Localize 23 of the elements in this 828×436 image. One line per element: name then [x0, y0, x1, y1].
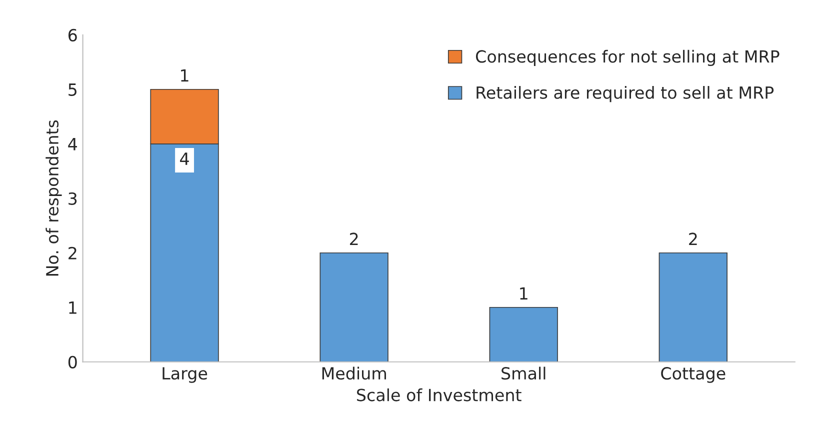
- legend-label: Consequences for not selling at MRP: [476, 50, 780, 66]
- y-tick-label: 1: [69, 302, 76, 314]
- y-tick-label: 3: [68, 192, 77, 205]
- data-label: 2: [689, 232, 697, 246]
- legend-label: Retailers are required to sell at MRP: [476, 86, 774, 102]
- data-label: 2: [350, 232, 358, 246]
- x-tick-label: Cottage: [661, 367, 726, 383]
- bar: [658, 252, 728, 362]
- y-tick-label: 5: [68, 84, 76, 96]
- data-label: 1: [520, 287, 528, 300]
- y-tick-label: 6: [68, 28, 77, 42]
- x-tick-label: Medium: [322, 366, 386, 380]
- data-label: 1: [181, 69, 188, 82]
- x-tick-label: Small: [502, 366, 546, 380]
- y-tick-label: 0: [68, 356, 77, 368]
- bar: [320, 252, 388, 362]
- y-tick-label: 2: [68, 246, 76, 260]
- y-axis-title: No. of respondents: [46, 120, 62, 276]
- y-tick-label: 4: [68, 138, 78, 150]
- x-axis-title: Scale of Investment: [356, 388, 522, 402]
- x-tick-label: Large: [162, 367, 208, 383]
- data-label: 4: [180, 152, 189, 165]
- bar: [489, 306, 558, 362]
